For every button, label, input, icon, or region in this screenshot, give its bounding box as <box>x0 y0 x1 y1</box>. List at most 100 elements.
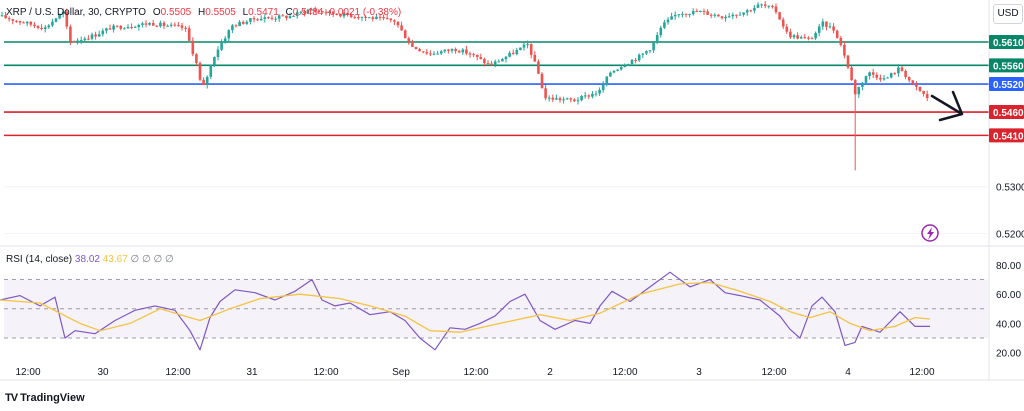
candle-body <box>652 42 655 51</box>
candle-body <box>285 15 288 19</box>
candle-body <box>666 19 670 23</box>
candle-body <box>558 98 562 101</box>
candle-body <box>547 97 551 99</box>
candle-body <box>72 41 76 43</box>
candle-body <box>900 67 904 71</box>
candle-body <box>364 16 367 18</box>
candle-body <box>389 18 393 21</box>
rsi-tick-label: 80.00 <box>996 261 1021 272</box>
candle-body <box>169 24 173 26</box>
level-tag-0.5410 <box>989 128 1024 143</box>
candle-body <box>540 73 544 89</box>
rsi-tick-label: 40.00 <box>996 319 1021 330</box>
candle-body <box>479 56 483 59</box>
candle-body <box>565 98 569 100</box>
candle-body <box>627 64 630 66</box>
candle-body <box>353 17 357 19</box>
candle-body <box>443 49 447 52</box>
time-tick-label: 12:00 <box>15 367 40 378</box>
candle-body <box>911 80 915 84</box>
candle-body <box>414 46 418 50</box>
candle-body <box>400 25 403 31</box>
level-tag-0.5520 <box>989 77 1024 92</box>
candle-body <box>846 55 850 68</box>
candle-body <box>33 24 36 26</box>
candle-body <box>385 18 389 20</box>
lightning-icon[interactable] <box>921 224 939 242</box>
candle-body <box>504 56 508 60</box>
candle-body <box>328 11 331 14</box>
candle-body <box>447 49 450 51</box>
candle-body <box>551 97 555 100</box>
candle-body <box>515 50 519 55</box>
candle-body <box>681 13 684 15</box>
axes: 0.5300 0.5200 80.00 60.00 40.00 20.00 12:00 30 1… <box>0 0 1024 381</box>
candle-body <box>130 26 133 28</box>
candle-body <box>673 14 677 17</box>
price-grid <box>4 186 988 234</box>
time-tick-label: 2 <box>547 367 553 378</box>
candle-body <box>411 43 414 47</box>
candle-body <box>915 83 918 87</box>
candle-body <box>375 16 378 20</box>
candle-body <box>717 14 720 17</box>
candle-body <box>346 12 349 16</box>
tradingview-brand[interactable]: TV TradingView <box>5 392 85 404</box>
candle-body <box>853 80 857 95</box>
candle-body <box>357 17 360 19</box>
candle-body <box>141 23 144 25</box>
candle-body <box>591 93 594 97</box>
candle-body <box>43 27 47 30</box>
candle-body <box>425 51 429 54</box>
candle-body <box>151 23 155 26</box>
candle-body <box>126 26 130 29</box>
projected-drop-arrow <box>930 90 964 122</box>
candle-body <box>601 84 605 90</box>
candle-body <box>857 86 861 95</box>
candle-body <box>421 51 425 53</box>
candle-body <box>925 93 929 99</box>
candle-body <box>245 21 249 24</box>
candle-body <box>288 16 292 19</box>
candle-body <box>191 40 195 55</box>
candle-body <box>709 14 713 16</box>
candle-body <box>18 21 22 23</box>
symbol-legend[interactable]: XRP / U.S. Dollar, 30, CRYPTO O0.5505 H0… <box>6 7 401 18</box>
candle-body <box>825 21 828 27</box>
candle-body <box>634 59 637 61</box>
level-tag-text: 0.5460 <box>993 108 1024 119</box>
candle-body <box>112 25 115 30</box>
candle-body <box>184 27 187 29</box>
high-label: H <box>198 7 206 18</box>
candle-body <box>241 21 245 24</box>
horizontal-levels <box>4 41 989 137</box>
price-tick-label: 0.5300 <box>996 183 1024 194</box>
candle-body <box>738 14 742 16</box>
candle-body <box>529 44 533 55</box>
candle-body <box>220 42 223 50</box>
currency-button[interactable]: USD <box>993 4 1023 24</box>
candle-body <box>51 21 54 26</box>
candle-body <box>796 35 799 39</box>
candle-body <box>299 11 303 13</box>
candle-body <box>839 37 843 45</box>
level-tag-text: 0.5560 <box>993 61 1024 72</box>
candle-body <box>753 7 756 11</box>
candle-body <box>310 9 313 11</box>
candle-body <box>475 54 479 57</box>
change-value: -0.0021 (-0.38%) <box>326 7 402 18</box>
candle-body <box>58 13 61 19</box>
candle-body <box>94 34 97 37</box>
time-tick-label: 4 <box>845 367 851 378</box>
candle-body <box>159 22 162 27</box>
candle-body <box>155 25 159 27</box>
rsi-legend[interactable]: RSI (14, close) 38.02 43.67 ∅ ∅ ∅ ∅ <box>6 254 174 265</box>
candle-body <box>731 14 735 17</box>
rsi-lines <box>0 271 931 351</box>
candle-body <box>461 49 465 53</box>
candle-body <box>637 54 641 61</box>
candle-body <box>29 21 33 25</box>
candle-body <box>7 18 11 20</box>
